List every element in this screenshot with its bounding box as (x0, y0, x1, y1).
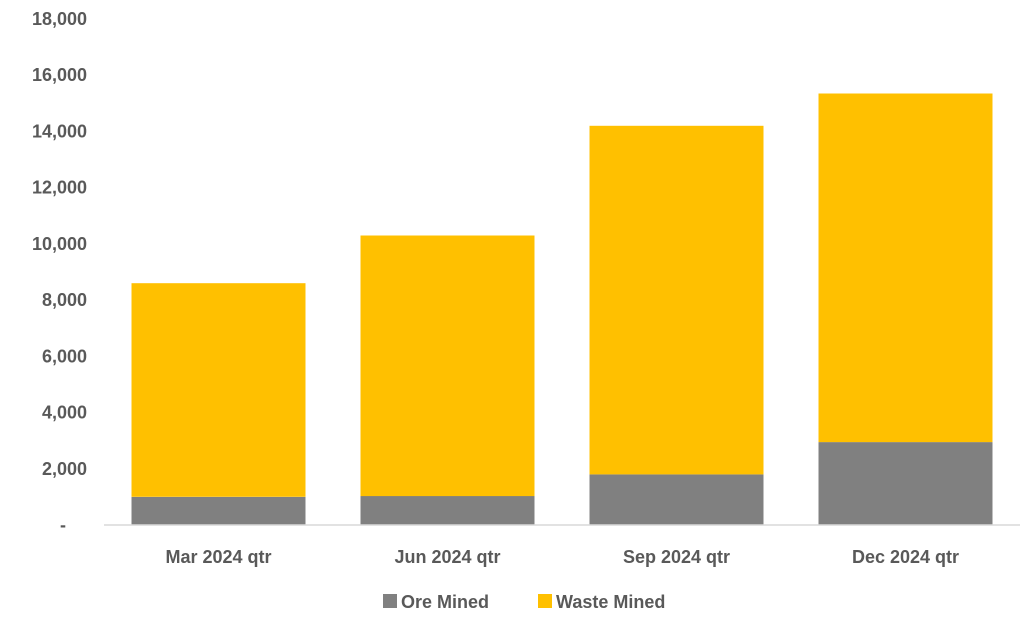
bar-ore-mined-0 (131, 496, 306, 525)
y-axis-ticks: - 2,000 4,000 6,000 8,000 10,000 12,000 14,000 1… (32, 9, 87, 535)
legend: Ore Mined Waste Mined (383, 592, 665, 612)
bar-waste-mined-2 (589, 125, 764, 475)
y-tick-label: 12,000 (32, 178, 87, 198)
legend-label-ore-mined: Ore Mined (401, 592, 489, 612)
y-tick-label: 18,000 (32, 9, 87, 29)
legend-swatch-waste-mined (538, 594, 552, 608)
y-tick-label: 2,000 (42, 459, 87, 479)
y-tick-label: 8,000 (42, 290, 87, 310)
bar-ore-mined-2 (589, 474, 764, 525)
x-category-label: Sep 2024 qtr (623, 547, 730, 567)
x-category-label: Mar 2024 qtr (165, 547, 271, 567)
bar-waste-mined-0 (131, 283, 306, 497)
y-tick-label: 6,000 (42, 346, 87, 366)
x-category-label: Jun 2024 qtr (394, 547, 500, 567)
legend-swatch-ore-mined (383, 594, 397, 608)
bars-layer (131, 93, 993, 525)
legend-label-waste-mined: Waste Mined (556, 592, 665, 612)
x-axis-labels: Mar 2024 qtr Jun 2024 qtr Sep 2024 qtr Dec … (165, 547, 959, 567)
y-tick-label: 14,000 (32, 121, 87, 141)
x-category-label: Dec 2024 qtr (852, 547, 959, 567)
y-tick-label: 10,000 (32, 234, 87, 254)
bar-ore-mined-1 (360, 496, 535, 525)
y-tick-label: 4,000 (42, 403, 87, 423)
bar-waste-mined-1 (360, 235, 535, 497)
bar-ore-mined-3 (818, 442, 993, 525)
y-tick-label: - (60, 515, 66, 535)
y-tick-label: 16,000 (32, 65, 87, 85)
bar-waste-mined-3 (818, 93, 993, 443)
